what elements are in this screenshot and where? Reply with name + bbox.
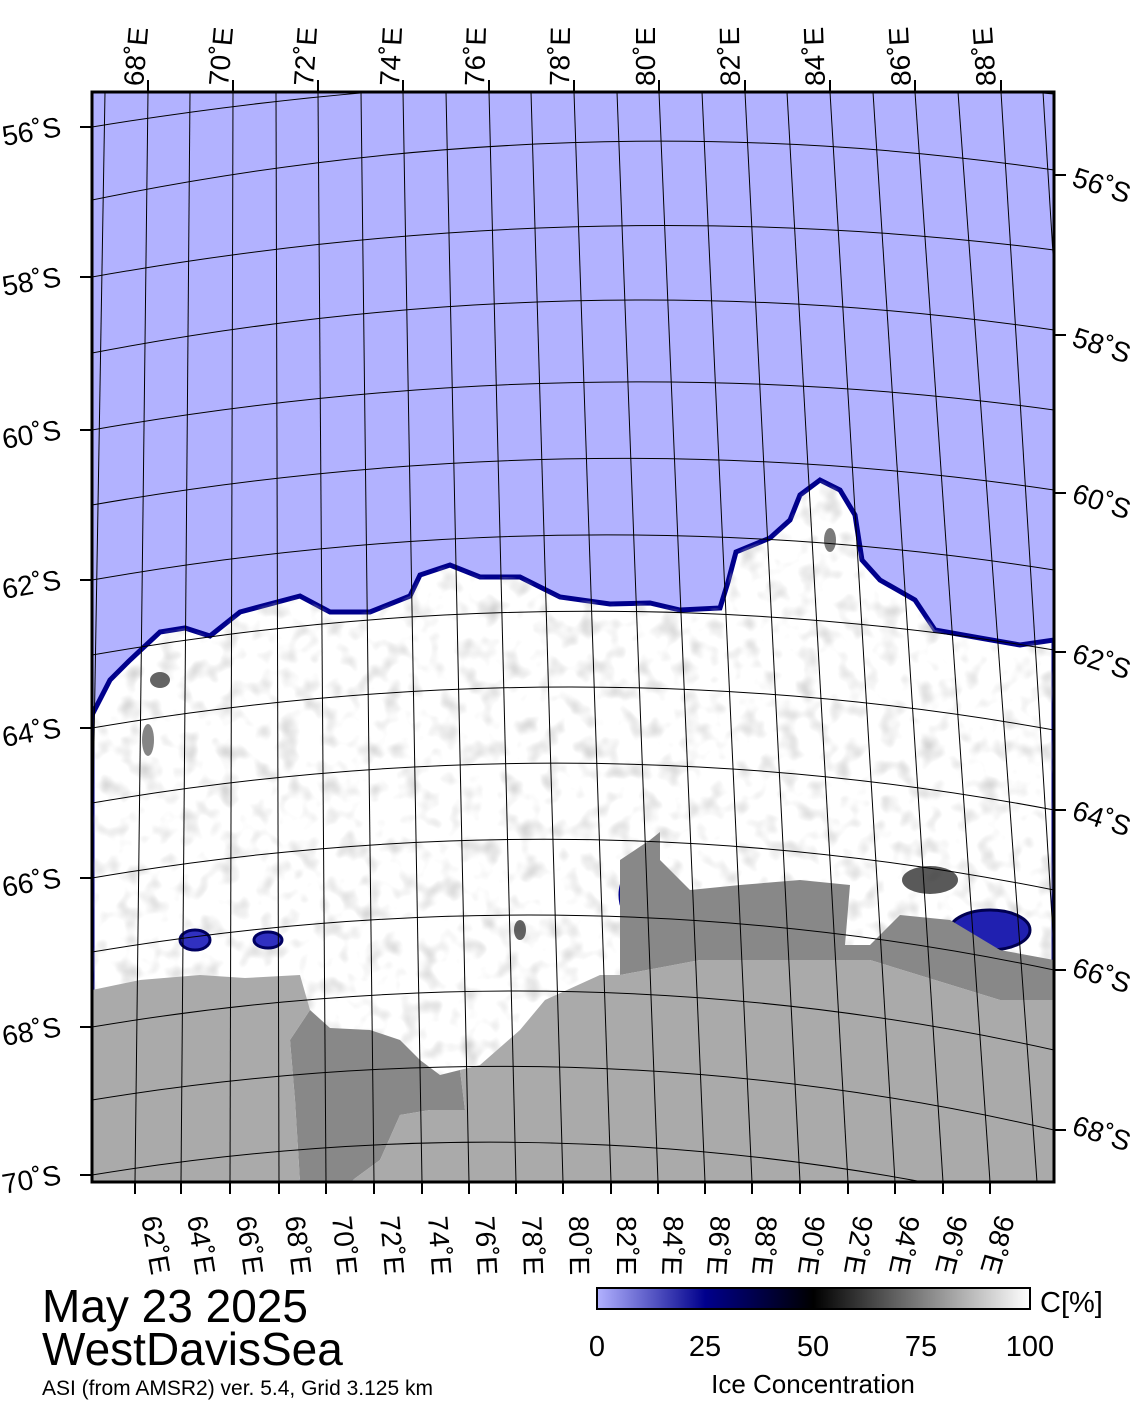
bottom-lon-label: 72˚E xyxy=(374,1214,411,1277)
bottom-lon-label: 84˚E xyxy=(655,1215,689,1276)
colorbar-tick: 50 xyxy=(796,1331,830,1363)
bottom-lon-label: 78˚E xyxy=(516,1215,550,1276)
colorbar-unit: C[%] xyxy=(1040,1287,1103,1319)
top-lon-label: 68˚E xyxy=(118,25,155,88)
top-lon-label: 78˚E xyxy=(544,26,577,87)
amery-ice-shelf xyxy=(290,1010,465,1182)
top-lon-label: 82˚E xyxy=(713,26,746,87)
top-lon-label: 70˚E xyxy=(203,25,240,88)
bottom-lon-label: 86˚E xyxy=(700,1214,736,1277)
data-source: ASI (from AMSR2) ver. 5.4, Grid 3.125 km xyxy=(42,1377,433,1400)
top-lon-label: 76˚E xyxy=(459,26,493,87)
bottom-lon-label: 66˚E xyxy=(230,1213,270,1277)
top-lon-label: 72˚E xyxy=(288,25,324,88)
top-lon-label: 80˚E xyxy=(630,26,661,86)
bottom-lon-label: 76˚E xyxy=(469,1215,504,1276)
graticule-parallels xyxy=(92,92,1054,1182)
top-lon-label: 86˚E xyxy=(882,26,917,87)
top-lon-label: 84˚E xyxy=(797,26,831,87)
axis-ticks xyxy=(80,80,1066,1194)
top-lon-label: 88˚E xyxy=(966,25,1002,88)
colorbar-tick: 100 xyxy=(1005,1331,1055,1363)
bottom-lon-label: 74˚E xyxy=(422,1214,458,1277)
colorbar-tick: 25 xyxy=(688,1331,722,1363)
bottom-lon-label: 88˚E xyxy=(745,1214,783,1277)
ice-shelf xyxy=(620,832,1054,1000)
colorbar-tick: 0 xyxy=(588,1331,606,1363)
bottom-lon-label: 70˚E xyxy=(326,1214,364,1277)
land-antarctica xyxy=(92,960,1054,1182)
bottom-lon-label: 68˚E xyxy=(279,1214,318,1277)
colorbar-title: Ice Concentration xyxy=(711,1369,915,1399)
top-lon-label: 74˚E xyxy=(374,26,409,87)
colorbar-tick: 75 xyxy=(904,1331,938,1363)
bottom-lon-label: 80˚E xyxy=(563,1215,596,1276)
bottom-lon-label: 90˚E xyxy=(791,1213,831,1277)
graticule-meridians xyxy=(92,92,1054,1182)
region-name: WestDavisSea xyxy=(42,1323,343,1375)
bottom-lon-label: 82˚E xyxy=(611,1216,642,1276)
map-date: May 23 2025 xyxy=(42,1280,308,1332)
colorbar xyxy=(596,1287,1031,1310)
